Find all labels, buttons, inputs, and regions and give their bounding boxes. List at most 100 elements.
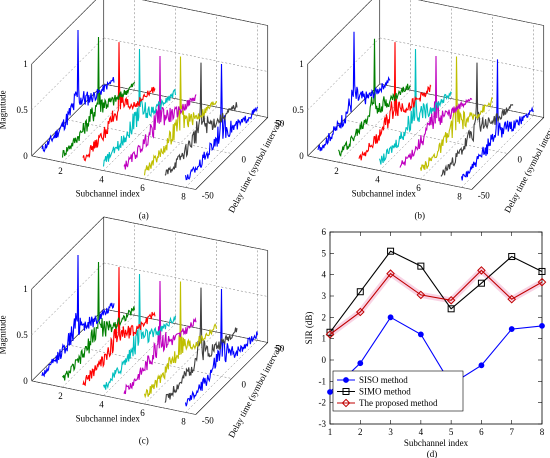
axis-frame-line (195, 117, 268, 190)
series-3-point (325, 330, 335, 339)
series-1-point (539, 322, 545, 329)
series-1-point (387, 314, 394, 321)
subchannel-trace-5 (399, 55, 473, 168)
series-1-point (508, 326, 515, 332)
x-tick-label: 2 (358, 427, 363, 437)
series-3-point (446, 295, 456, 305)
axis-frame-line (31, 155, 196, 190)
series-2-point (447, 305, 455, 313)
x-axis-label: Subchannel index (76, 414, 141, 424)
z-tick-label: 0.5 (293, 105, 305, 115)
subchannel-trace-4 (378, 48, 452, 165)
y-axis-label: SIR (dB) (304, 312, 314, 345)
x-tick-label: 8 (181, 416, 186, 426)
grid-line (103, 37, 268, 72)
subchannel-trace-3 (82, 42, 156, 162)
subchannel-trace-1 (41, 254, 115, 378)
subchannel-trace-5 (123, 55, 197, 170)
axis-frame-line (141, 0, 268, 26)
sir-line-chart: -3 -2 -1 0 1 2 3 4 5 6 1 2 3 4 5 6 7 8 Subchannel index SIR… (304, 227, 547, 458)
panel-label: (a) (139, 211, 149, 221)
y-tick-label: 0 (242, 155, 247, 165)
z-tick-label: 0 (299, 151, 304, 161)
y-tick-label: 4 (322, 270, 327, 280)
x-tick-label: 4 (419, 427, 424, 437)
x-tick-label: 6 (140, 183, 145, 193)
subchannel-trace-7 (440, 62, 514, 177)
panel-label: (d) (427, 449, 438, 458)
series-2-point (538, 267, 546, 275)
grid-line (103, 323, 176, 396)
x-axis-label: Subchannel index (76, 189, 141, 199)
x-tick-label: 6 (479, 427, 484, 437)
grid-line (185, 115, 258, 188)
subchannel-trace-6 (143, 281, 218, 399)
y-tick-label: 6 (322, 227, 327, 237)
grid-line (144, 331, 217, 405)
legend-marker (343, 377, 349, 383)
y-tick-label: -50 (202, 416, 214, 426)
series-1-point (478, 362, 485, 369)
series-3-point (477, 266, 486, 275)
subchannel-trace-2 (338, 38, 411, 157)
x-tick-label: 4 (99, 400, 104, 410)
x-tick-label: 4 (99, 175, 104, 185)
x-tick-label: 6 (140, 408, 145, 418)
y-tick-label: 0 (242, 380, 247, 390)
grid-line (307, 0, 373, 65)
grid-line (31, 262, 104, 336)
axis-frame-line (103, 216, 268, 251)
z-tick-label: 0.5 (17, 105, 29, 115)
y-tick-label: -50 (202, 191, 214, 201)
subchannel-trace-6 (143, 56, 218, 176)
x-axis-label: Subchannel index (352, 189, 417, 199)
axis-frame-line (31, 0, 97, 65)
y-tick-label: -50 (478, 191, 490, 201)
y-tick-label: 50 (275, 344, 285, 354)
axis-frame-line (31, 380, 196, 415)
y-tick-label: 1 (322, 334, 327, 344)
x-tick-label: 3 (388, 427, 393, 437)
grid-line (31, 216, 104, 290)
series-line-2 (329, 250, 543, 333)
series-1-point (327, 389, 333, 395)
z-tick-label: 1 (299, 59, 304, 69)
axis-frame-line (195, 342, 268, 415)
y-tick-label: -1 (319, 376, 327, 386)
axis-frame-line (31, 216, 104, 290)
x-tick-label: 2 (58, 166, 63, 176)
subchannel-trace-3 (82, 267, 156, 387)
subchannel-trace-4 (102, 273, 177, 390)
subchannel-trace-1 (41, 29, 115, 153)
legend-marker (341, 398, 351, 408)
series-2-point (387, 247, 395, 255)
series-2-point (508, 253, 516, 261)
series-line-3 (329, 269, 543, 335)
grid-line (142, 0, 268, 26)
series-2-point (356, 288, 364, 296)
x-tick-label: 8 (181, 191, 186, 201)
axis-frame-line (307, 0, 373, 65)
z-axis-label: Magnitude (0, 315, 8, 354)
x-axis-label: Subchannel index (404, 438, 469, 448)
z-axis-label: Magnitude (0, 90, 8, 129)
grid-line (103, 262, 268, 297)
subchannel-trace-6 (419, 56, 493, 171)
grid-line (420, 106, 493, 180)
legend-marker (342, 388, 350, 395)
x-tick-label: 5 (449, 427, 454, 437)
y-tick-label: 5 (322, 248, 327, 258)
grid-line (185, 340, 258, 413)
z-tick-label: 0 (23, 376, 28, 386)
legend-entry-label: The proposed method (359, 398, 438, 408)
subchannel-trace-7 (164, 287, 238, 403)
y-axis-label: Delay time (symbol interval) (502, 118, 550, 215)
subchannel-trace-8 (184, 288, 259, 407)
axis-frame-line (471, 117, 544, 190)
z-tick-label: 1 (23, 284, 28, 294)
waterfall-panel-a: 0 0.5 1 2 4 6 8 -50 0 50 Subchannel index Delay tim… (0, 0, 285, 221)
panel-label: (b) (415, 211, 426, 221)
grid-line (379, 98, 452, 171)
